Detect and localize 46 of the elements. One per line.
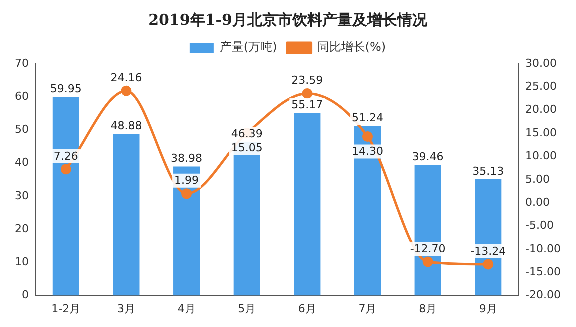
y2-tick-label: 30.00: [526, 56, 558, 70]
y-tick-label: 50: [14, 123, 29, 136]
y2-tick-label: -15.00: [526, 265, 562, 278]
data-label: 39.46: [412, 150, 444, 164]
legend-label: 同比增长(%): [317, 40, 386, 54]
data-label: 48.88: [110, 119, 142, 132]
y-tick-label: 10: [14, 256, 29, 269]
data-label: 46.39: [231, 128, 263, 141]
y2-tick-label: 15.00: [526, 126, 558, 140]
data-label: 24.16: [110, 71, 142, 84]
y2-tick-label: 20.00: [526, 103, 558, 116]
y-tick-label: 70: [14, 56, 29, 70]
chart-title: 2019年1-9月北京市饮料产量及增长情况: [148, 10, 428, 29]
y2-tick-label: -10.00: [526, 242, 562, 256]
y-tick-label: 20: [14, 222, 29, 236]
legend-label: 产量(万吨): [220, 40, 278, 54]
x-tick-label: 6月: [298, 302, 316, 316]
data-label: 59.95: [50, 82, 82, 96]
data-label: 15.05: [231, 142, 263, 155]
y2-tick-label: 0.00: [526, 196, 550, 209]
y2-tick-label: 5.00: [526, 172, 550, 186]
data-label: -12.70: [410, 242, 446, 256]
y-tick-label: 30: [14, 189, 29, 202]
data-label: 14.30: [352, 145, 384, 158]
x-tick-label: 7月: [358, 302, 377, 316]
y2-tick-label: -5.00: [526, 219, 554, 232]
data-label: -13.24: [470, 244, 506, 258]
y2-tick-label: 10.00: [526, 150, 558, 163]
data-label: 38.98: [171, 152, 203, 166]
x-tick-label: 5月: [238, 302, 256, 316]
x-tick-label: 9月: [479, 302, 498, 316]
x-tick-label: 3月: [117, 302, 136, 316]
y-tick-label: 60: [14, 90, 29, 103]
y-tick-label: 0: [22, 288, 29, 302]
data-label: 23.59: [292, 74, 324, 88]
data-label: 1.99: [174, 174, 200, 188]
data-label: 35.13: [472, 164, 504, 178]
data-label: 7.26: [54, 150, 78, 163]
y2-tick-label: -20.00: [526, 288, 562, 302]
x-tick-label: 4月: [178, 302, 196, 316]
y-tick-label: 40: [14, 156, 29, 170]
y2-tick-label: 25.00: [526, 80, 558, 94]
x-tick-label: 8月: [419, 302, 438, 316]
data-label: 55.17: [292, 98, 324, 112]
data-label: 51.24: [352, 111, 384, 124]
x-tick-label: 1-2月: [52, 302, 81, 316]
